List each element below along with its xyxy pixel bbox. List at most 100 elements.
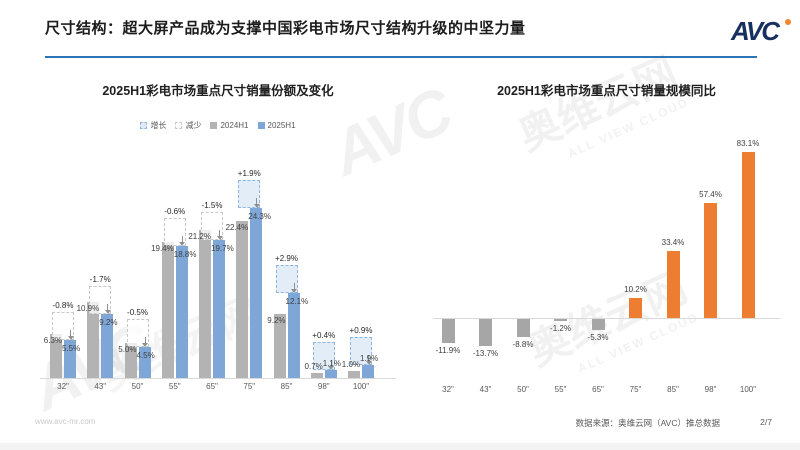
x-tick-100": 100" xyxy=(352,382,370,391)
yoy-bar-85" xyxy=(666,251,680,318)
header-divider xyxy=(45,56,757,58)
yoy-bar-98" xyxy=(704,203,717,318)
footer-data-source: 数据来源：奥维云网（AVC）推总数据 xyxy=(575,418,720,428)
change-label-43": -1.7% xyxy=(89,274,111,284)
bar-2024h1-65" xyxy=(199,229,211,378)
yoy-value-55": -1.2% xyxy=(550,324,571,334)
legend-item-decrease: 减少 xyxy=(175,120,201,131)
change-arrow-stem-85" xyxy=(293,283,295,290)
yoy-bar-75" xyxy=(629,297,642,318)
x-tick-right-55": 55" xyxy=(554,385,567,394)
change-label-98": +0.4% xyxy=(312,331,336,341)
yoy-bar-65" xyxy=(591,319,605,330)
change-arrow-icon-50" xyxy=(142,342,148,347)
footer-page-number: 2/7 xyxy=(760,417,772,427)
change-box-75" xyxy=(238,179,261,208)
bar-2025h1-65" xyxy=(213,240,225,378)
bar-2024h1-50" xyxy=(124,343,137,378)
change-label-85": +2.9% xyxy=(275,254,298,264)
bar-2024h1-100" xyxy=(348,371,360,378)
value-2025h1-43": 9.2% xyxy=(99,317,118,327)
x-tick-55": 55" xyxy=(168,382,181,391)
x-tick-right-98": 98" xyxy=(704,385,717,394)
change-box-85" xyxy=(275,265,298,294)
right-chart-title: 2025H1彩电市场重点尺寸销量规模同比 xyxy=(497,84,716,98)
avc-logo-text-c: C xyxy=(761,16,780,46)
change-box-98" xyxy=(312,342,335,371)
change-box-32" xyxy=(52,311,74,340)
change-arrow-stem-43" xyxy=(107,303,109,310)
x-tick-right-50": 50" xyxy=(517,385,529,394)
yoy-growth-chart: -11.9% 32" -13.7% 43" -8.8% 50" -1.2% 55" -5.3% 6… xyxy=(433,138,780,400)
legend-swatch-increase xyxy=(140,122,148,129)
change-arrow-icon-75" xyxy=(253,203,260,208)
x-tick-right-75": 75" xyxy=(629,385,642,394)
change-box-65" xyxy=(201,212,223,241)
yoy-bar-100" xyxy=(741,151,755,318)
value-2025h1-65": 19.7% xyxy=(211,244,234,254)
change-arrow-icon-55" xyxy=(179,242,186,247)
value-2024h1-50": 5.0% xyxy=(118,345,137,354)
change-label-100": +0.9% xyxy=(349,325,373,335)
yoy-value-65": -5.3% xyxy=(587,332,609,342)
bar-2025h1-55" xyxy=(175,246,188,378)
value-2024h1-55": 19.4% xyxy=(151,244,174,254)
value-2025h1-55": 18.8% xyxy=(173,250,197,260)
left-chart-legend: 增长 减少 2024H1 2025H1 xyxy=(40,120,396,131)
change-box-43" xyxy=(89,285,112,314)
bar-2025h1-50" xyxy=(138,346,151,378)
x-tick-right-32": 32" xyxy=(442,385,454,394)
x-tick-50": 50" xyxy=(131,382,144,391)
change-arrow-icon-65" xyxy=(216,236,223,241)
change-label-32": -0.8% xyxy=(52,300,74,310)
change-arrow-icon-98" xyxy=(328,366,335,371)
yoy-bar-43" xyxy=(479,319,492,347)
change-label-75": +1.9% xyxy=(237,168,261,178)
yoy-value-85": 33.4% xyxy=(661,238,685,248)
footer-website: www.avc-mr.com xyxy=(35,417,96,426)
value-2024h1-75": 22.4% xyxy=(225,223,249,233)
avc-logo: AVC xyxy=(731,16,793,50)
yoy-bar-50" xyxy=(516,319,530,337)
change-arrow-icon-43" xyxy=(104,309,111,314)
x-tick-85": 85" xyxy=(280,382,293,391)
bar-2024h1-43" xyxy=(87,301,100,378)
yoy-value-43": -13.7% xyxy=(472,349,499,359)
change-box-50" xyxy=(126,318,149,347)
value-2025h1-85": 12.1% xyxy=(285,297,309,307)
value-2025h1-75": 24.3% xyxy=(248,211,271,221)
change-arrow-icon-100" xyxy=(365,360,372,365)
value-2025h1-32": 5.5% xyxy=(62,343,81,353)
value-2025h1-50": 4.5% xyxy=(136,350,155,360)
change-label-65": -1.5% xyxy=(201,201,223,211)
legend-label: 增长 xyxy=(150,121,167,130)
x-tick-65": 65" xyxy=(206,382,218,391)
share-change-chart: -0.8% 6.3% 5.5% 32" -1.7% 10.9% 9.2% 43" -0.5% 5.… xyxy=(40,138,396,398)
yoy-value-75": 10.2% xyxy=(624,284,647,294)
x-tick-98": 98" xyxy=(317,382,330,391)
x-tick-right-65": 65" xyxy=(592,385,604,394)
change-arrow-stem-98" xyxy=(330,360,332,367)
change-arrow-stem-55" xyxy=(181,236,183,243)
change-arrow-icon-32" xyxy=(67,335,74,340)
legend-item-increase: 增长 xyxy=(140,120,166,131)
yoy-bar-32" xyxy=(441,319,455,343)
bar-2024h1-75" xyxy=(236,221,249,378)
x-tick-right-43": 43" xyxy=(479,385,492,394)
value-2025h1-100": 1.9% xyxy=(360,353,379,363)
change-arrow-stem-65" xyxy=(219,230,220,237)
bar-2025h1-98" xyxy=(324,370,337,378)
change-label-55": -0.6% xyxy=(164,207,186,217)
logo-orange-dot-icon xyxy=(785,19,791,25)
yoy-value-100": 83.1% xyxy=(736,138,760,148)
legend-label: 2025H1 xyxy=(267,121,296,130)
change-box-55" xyxy=(163,218,186,247)
value-2024h1-85": 9.2% xyxy=(267,315,286,325)
value-2024h1-100": 1.0% xyxy=(341,360,360,369)
bar-2024h1-85" xyxy=(273,313,286,378)
bar-2025h1-32" xyxy=(64,339,76,378)
page-title: 尺寸结构：超大屏产品成为支撑中国彩电市场尺寸结构升级的中坚力量 xyxy=(45,20,526,37)
x-tick-right-85": 85" xyxy=(667,385,679,394)
change-arrow-stem-100" xyxy=(368,354,369,361)
bar-2024h1-98" xyxy=(310,373,323,378)
